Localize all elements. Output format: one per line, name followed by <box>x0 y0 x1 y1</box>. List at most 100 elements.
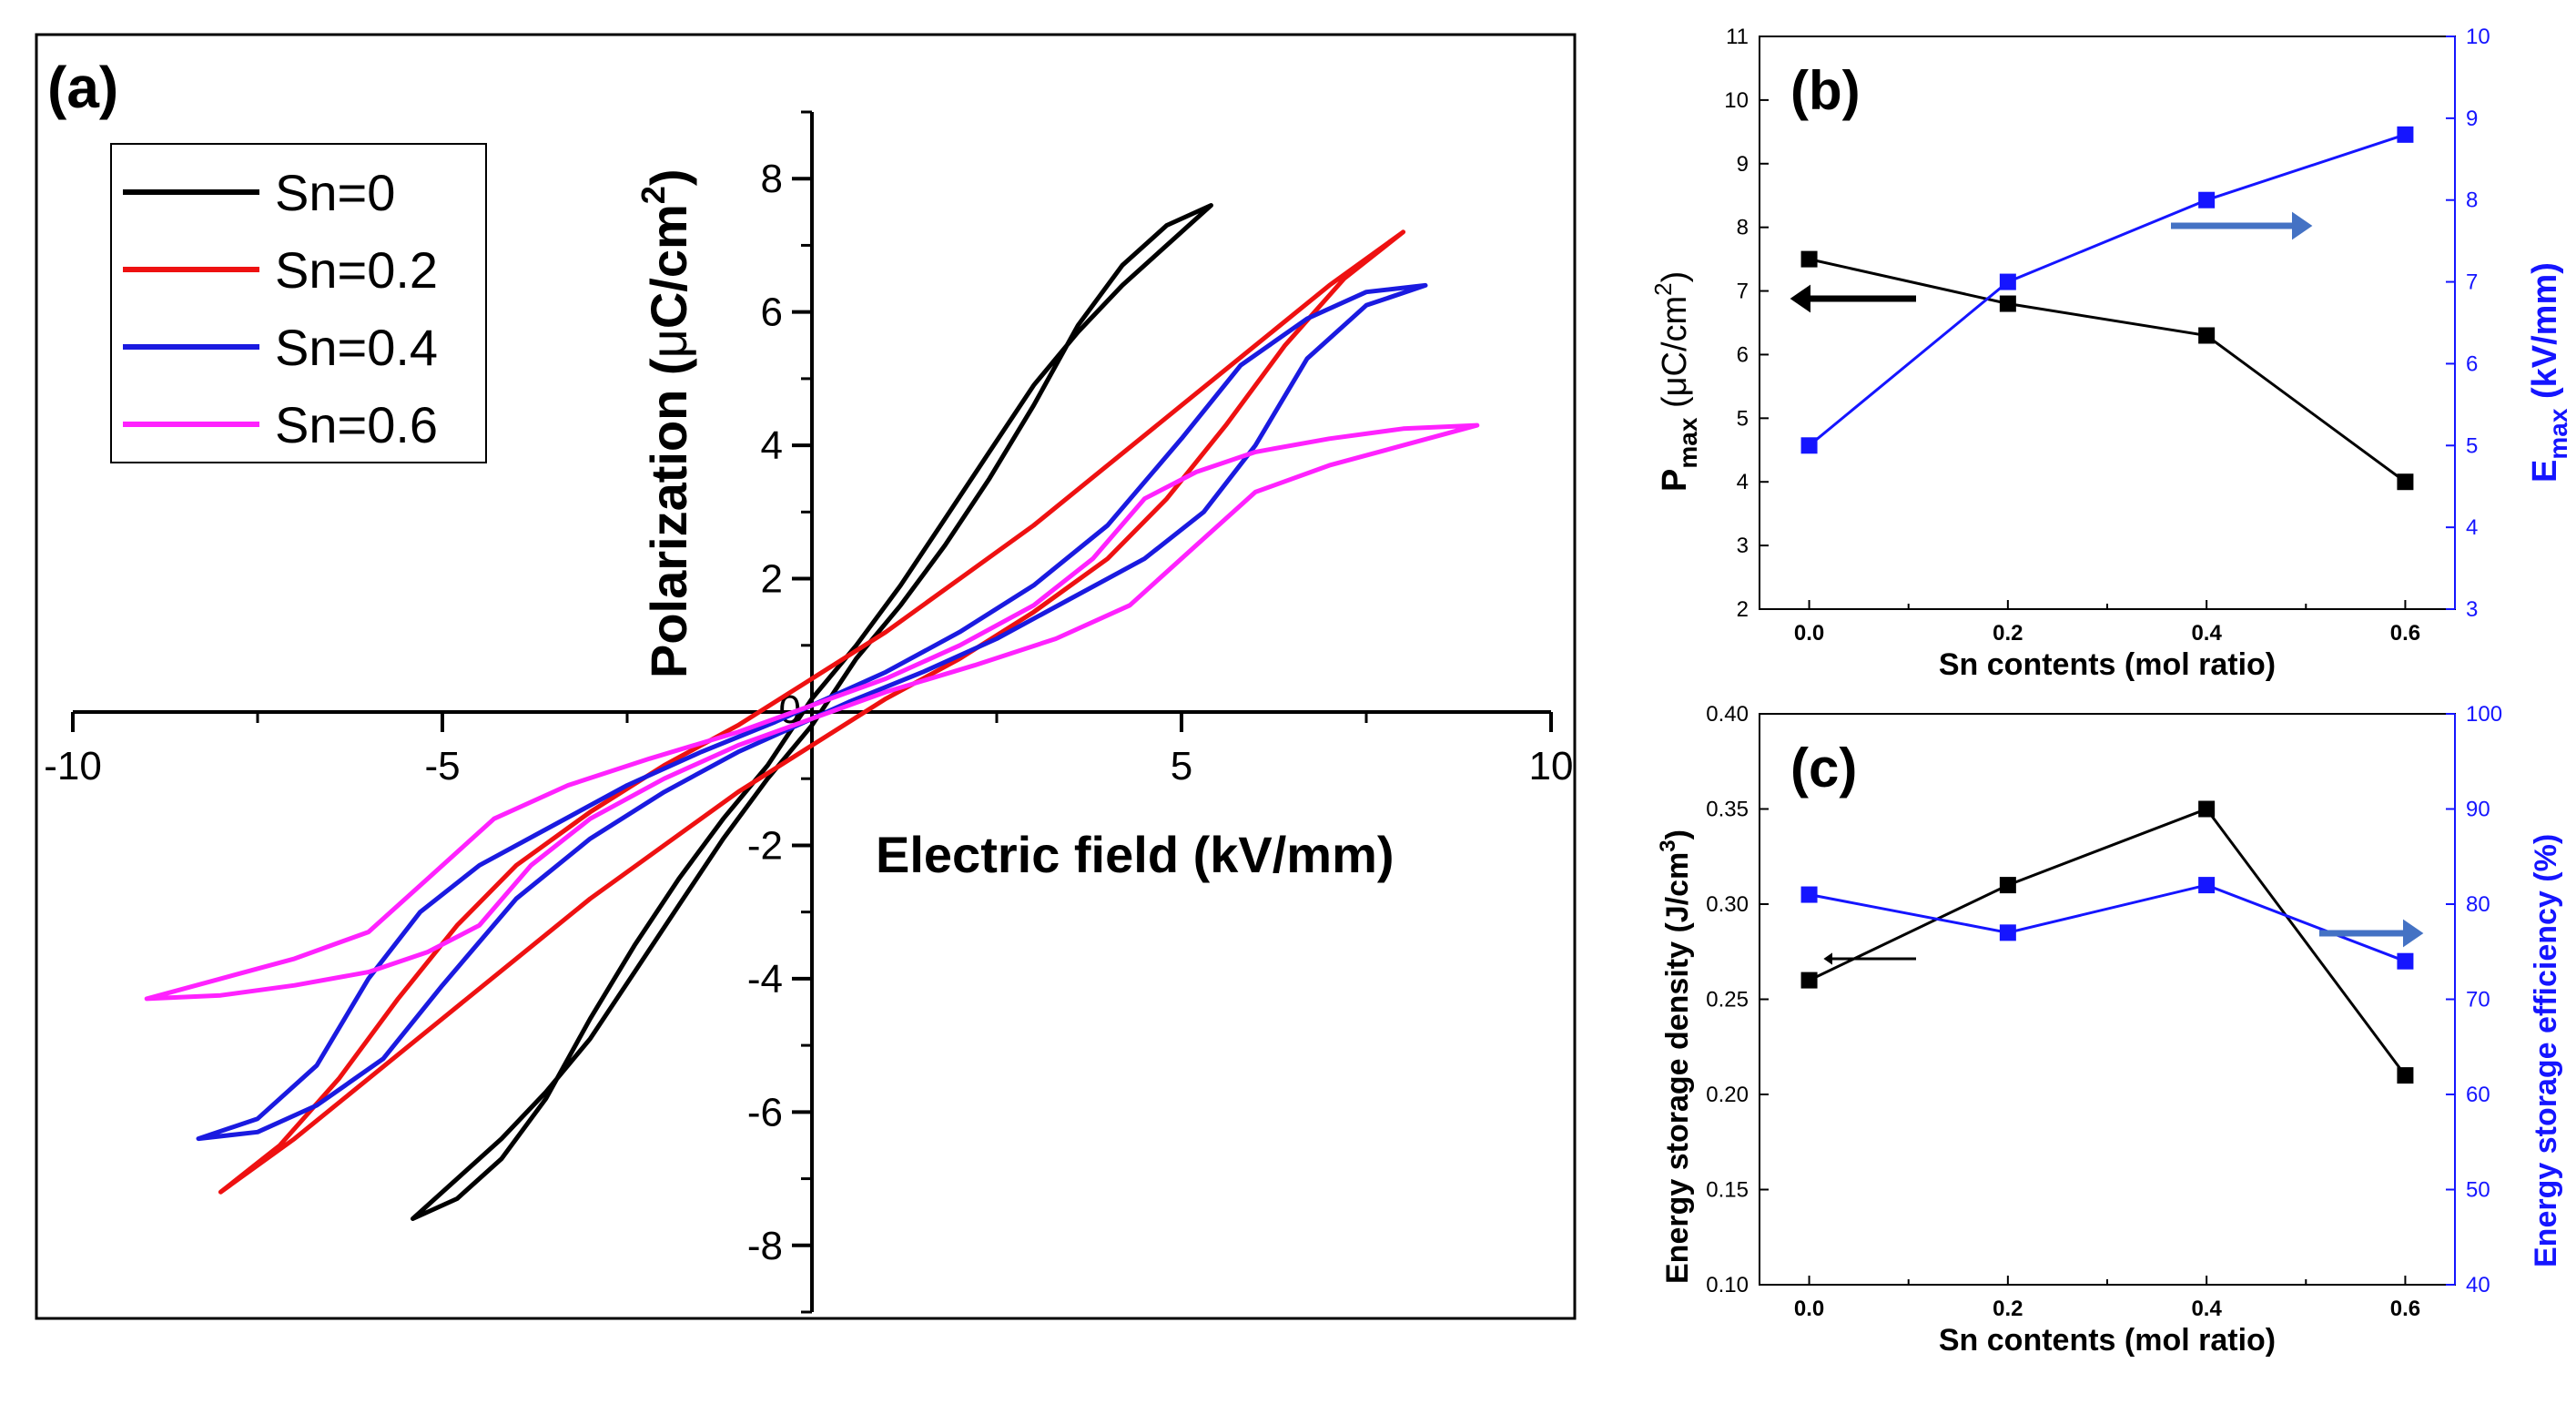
y-tick-label: -8 <box>747 1224 783 1268</box>
series-sn-0-4-loop <box>196 282 1428 1142</box>
left-axis-title: Energy storage density (J/cm3) <box>1656 829 1695 1284</box>
left-tick-label: 0.15 <box>1706 1178 1749 1203</box>
panel-label: (a) <box>47 55 118 120</box>
series-pmax-marker <box>2198 327 2216 344</box>
y-axis-title-sup: 2 <box>634 186 672 204</box>
series-emax-marker <box>1999 273 2016 290</box>
series-sn-0-2-loop <box>218 229 1406 1195</box>
x-tick-label: 0.2 <box>1993 1297 2023 1321</box>
left-tick-label: 7 <box>1737 280 1749 304</box>
x-tick-label: -5 <box>424 744 460 788</box>
series-energy-storage-density-marker <box>1800 972 1818 989</box>
left-tick-label: 9 <box>1737 152 1749 177</box>
series-emax-marker <box>2198 191 2216 209</box>
left-axis-title-sub: max <box>1674 417 1702 468</box>
x-tick-label: 10 <box>1529 744 1574 788</box>
right-axis-title-main: E <box>2526 460 2564 483</box>
left-tick-label: 11 <box>1726 25 1749 49</box>
right-tick-label: 70 <box>2466 988 2490 1012</box>
left-axis-arrow-head <box>1823 952 1832 965</box>
left-tick-label: 0.20 <box>1706 1083 1749 1107</box>
series-sn-0-6-loop <box>144 422 1480 1002</box>
legend: Sn=0 Sn=0.2 Sn=0.4 Sn=0.6 <box>110 143 487 463</box>
series-pmax-marker <box>1800 250 1818 268</box>
series-energy-storage-efficiency-marker <box>1999 924 2016 941</box>
right-tick-label: 8 <box>2466 188 2478 213</box>
y-axis-title-mu: μ <box>640 329 697 358</box>
legend-label: Sn=0.4 <box>275 319 438 376</box>
right-tick-label: 3 <box>2466 597 2478 622</box>
right-axis-title: Emax (kV/mm) <box>2526 262 2572 483</box>
right-tick-label: 5 <box>2466 433 2478 458</box>
series-sn-0-loop <box>411 203 1213 1221</box>
right-axis-arrow-head <box>2403 919 2424 948</box>
right-axis-title-unit: (kV/mm) <box>2526 262 2564 408</box>
x-axis-title: Sn contents (mol ratio) <box>1939 647 2276 682</box>
left-tick-label: 2 <box>1737 597 1749 622</box>
y-tick-label: 8 <box>761 157 783 201</box>
left-axis-title-mu: μ <box>1656 376 1694 396</box>
right-tick-label: 10 <box>2466 25 2490 49</box>
left-tick-label: 0.35 <box>1706 798 1749 822</box>
right-tick-label: 9 <box>2466 107 2478 131</box>
series-pmax-line <box>1809 258 2407 483</box>
y-axis-title: Polarization (μC/cm2) <box>634 169 697 678</box>
series-emax-marker <box>2397 126 2414 143</box>
series-energy-storage-efficiency-line <box>1809 883 2406 963</box>
series-emax-marker <box>1800 437 1818 454</box>
series-energy-storage-efficiency-marker <box>2397 952 2414 970</box>
left-axis-title: Pmax (μC/cm2) <box>1649 271 1702 492</box>
left-axis-title-sup: 2 <box>1649 282 1677 295</box>
y-axis-title-main: Polarization ( <box>640 358 697 678</box>
left-tick-label: 8 <box>1737 216 1749 240</box>
series-energy-storage-efficiency-marker <box>2198 877 2216 894</box>
x-tick-label: 0.4 <box>2191 1297 2222 1321</box>
y-axis-title-close: ) <box>640 169 697 187</box>
x-tick-label: 0.0 <box>1794 1297 1824 1321</box>
series-pmax-marker <box>1999 295 2016 312</box>
x-axis-title: Electric field (kV/mm) <box>876 826 1394 883</box>
x-tick-label: 0.0 <box>1794 621 1824 646</box>
series-pmax-marker <box>2397 473 2414 491</box>
left-tick-label: 5 <box>1737 406 1749 431</box>
right-tick-label: 100 <box>2466 702 2502 727</box>
legend-label: Sn=0 <box>275 164 395 221</box>
x-tick-label: 5 <box>1171 744 1192 788</box>
left-axis-title-main: P <box>1656 469 1694 492</box>
x-tick-label: -10 <box>44 744 102 788</box>
right-tick-label: 50 <box>2466 1178 2490 1203</box>
legend-label: Sn=0.6 <box>275 396 438 453</box>
y-tick-label: -6 <box>747 1090 783 1134</box>
left-axis-title-close: ) <box>1656 271 1694 283</box>
series-energy-storage-density-marker <box>2397 1067 2414 1084</box>
panel-label: (b) <box>1790 60 1861 121</box>
left-axis-title-close: ) <box>1660 829 1695 839</box>
right-tick-label: 7 <box>2466 270 2478 295</box>
legend-box <box>110 143 487 463</box>
x-tick-label: 0.2 <box>1993 621 2023 646</box>
panel-a-frame <box>35 33 1577 1320</box>
y-tick-label: 4 <box>761 423 783 468</box>
y-tick-label: -2 <box>747 823 783 868</box>
y-tick-label: -4 <box>747 957 783 1002</box>
right-tick-label: 80 <box>2466 892 2490 917</box>
series-energy-storage-density-marker <box>1999 877 2016 894</box>
series-energy-storage-density-line <box>1808 807 2407 1076</box>
left-tick-label: 0.10 <box>1706 1273 1749 1297</box>
panel-label: (c) <box>1790 738 1857 799</box>
right-tick-label: 60 <box>2466 1083 2490 1107</box>
left-tick-label: 6 <box>1737 342 1749 367</box>
panel-b: 0.0 0.2 0.4 0.6 2 3 4 5 6 7 8 9 10 11 3 4 5 6 7 8 9 10 Sn cont… <box>1649 25 2572 682</box>
x-axis-title: Sn contents (mol ratio) <box>1939 1323 2276 1358</box>
left-tick-label: 10 <box>1724 88 1749 113</box>
left-tick-label: 3 <box>1737 534 1749 558</box>
right-axis-title-sub: max <box>2544 408 2572 459</box>
left-tick-label: 0.40 <box>1706 702 1749 727</box>
right-tick-label: 4 <box>2466 515 2478 540</box>
left-tick-label: 4 <box>1737 470 1749 494</box>
series-energy-storage-density-marker <box>2198 800 2216 818</box>
right-axis-arrow-head <box>2292 211 2313 240</box>
y-tick-label: 2 <box>761 557 783 602</box>
